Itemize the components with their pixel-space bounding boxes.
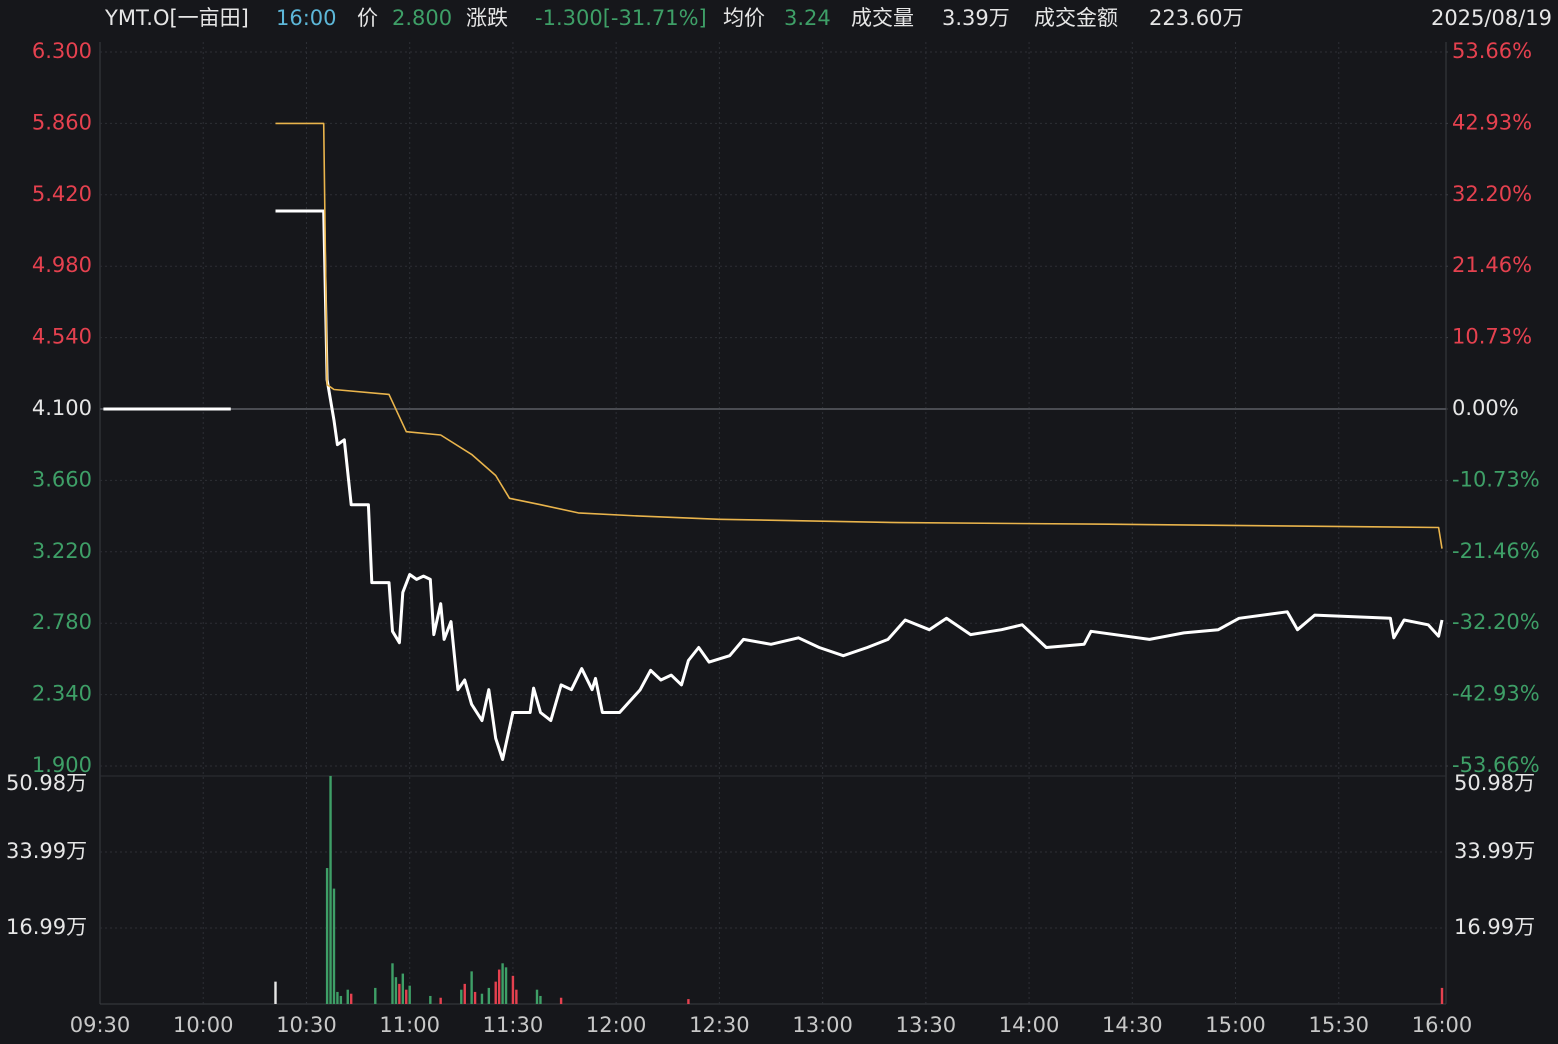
volume-bar bbox=[473, 991, 477, 1004]
y2-tick-label: -42.93% bbox=[1452, 682, 1540, 706]
y2-tick-label: 42.93% bbox=[1452, 110, 1532, 134]
volume-bar bbox=[539, 995, 542, 1004]
volume-bar bbox=[401, 973, 405, 1004]
header-item: 价 bbox=[357, 6, 378, 30]
volume-bar bbox=[463, 983, 466, 1004]
x-tick-label: 10:30 bbox=[276, 1013, 337, 1037]
volume-bar bbox=[559, 997, 563, 1004]
volume-bar bbox=[511, 975, 515, 1004]
volume-bar bbox=[398, 983, 401, 1004]
header-item: 成交量 bbox=[851, 6, 914, 30]
volume-tick-label: 33.99万 bbox=[6, 839, 87, 863]
y-tick-label: 5.420 bbox=[32, 182, 92, 206]
y2-tick-label: 32.20% bbox=[1452, 182, 1532, 206]
x-tick-label: 14:30 bbox=[1102, 1013, 1163, 1037]
date: 2025/08/19 bbox=[1431, 6, 1552, 30]
price-line bbox=[275, 122, 1443, 549]
volume-bar bbox=[1440, 987, 1444, 1004]
header-item: 成交金额 bbox=[1034, 6, 1118, 30]
volume-bar bbox=[429, 995, 432, 1004]
volume-bar bbox=[535, 989, 539, 1004]
x-tick-label: 12:30 bbox=[689, 1013, 750, 1037]
x-tick-label: 15:00 bbox=[1205, 1013, 1266, 1037]
volume-bar bbox=[470, 971, 473, 1004]
x-tick-label: 12:00 bbox=[586, 1013, 647, 1037]
y-tick-label: 2.780 bbox=[32, 610, 92, 634]
volume-bar bbox=[460, 989, 463, 1004]
x-tick-label: 11:00 bbox=[379, 1013, 440, 1037]
header-item: 223.60万 bbox=[1149, 6, 1243, 30]
volume-bar bbox=[439, 997, 442, 1004]
header-item: 涨跌 bbox=[466, 6, 508, 30]
header-item: 16:00 bbox=[276, 6, 337, 30]
x-tick-label: 09:30 bbox=[70, 1013, 131, 1037]
header-item: -1.300[-31.71%] bbox=[535, 6, 707, 30]
header-item: YMT.O[一亩田] bbox=[104, 6, 249, 30]
y-tick-label: 1.900 bbox=[32, 753, 92, 777]
volume-bar bbox=[332, 888, 336, 1004]
volume-tick-label: 50.98万 bbox=[6, 771, 87, 795]
volume-bar bbox=[391, 963, 394, 1004]
volume-bar bbox=[501, 963, 504, 1004]
header-item: 2.800 bbox=[392, 6, 452, 30]
volume-bar bbox=[504, 967, 508, 1004]
x-tick-label: 13:00 bbox=[792, 1013, 853, 1037]
y-tick-label: 4.100 bbox=[32, 396, 92, 420]
y2-tick-label: 53.66% bbox=[1452, 39, 1532, 63]
y-tick-label: 3.220 bbox=[32, 539, 92, 563]
header-item: 3.24 bbox=[784, 6, 831, 30]
y2-tick-label: -53.66% bbox=[1452, 753, 1540, 777]
volume-bar bbox=[325, 868, 329, 1004]
volume-bar bbox=[346, 989, 349, 1004]
header-item: 3.39万 bbox=[942, 6, 1010, 30]
y-tick-label: 5.860 bbox=[32, 110, 92, 134]
y2-tick-label: 21.46% bbox=[1452, 253, 1532, 277]
volume-bar bbox=[405, 989, 408, 1004]
volume-bar bbox=[349, 993, 353, 1004]
x-tick-label: 16:00 bbox=[1412, 1013, 1473, 1037]
x-tick-label: 15:30 bbox=[1309, 1013, 1370, 1037]
volume-tick-label: 50.98万 bbox=[1454, 771, 1535, 795]
header-item: 均价 bbox=[723, 6, 765, 30]
volume-bar bbox=[329, 775, 332, 1004]
volume-bar bbox=[494, 981, 497, 1004]
volume-tick-label: 16.99万 bbox=[1454, 915, 1535, 939]
price-line bbox=[103, 209, 1444, 761]
volume-bar bbox=[487, 987, 491, 1004]
volume-bar bbox=[374, 987, 377, 1004]
volume-bar bbox=[274, 981, 277, 1004]
y2-tick-label: -32.20% bbox=[1452, 610, 1540, 634]
x-tick-label: 14:00 bbox=[999, 1013, 1060, 1037]
volume-bar bbox=[687, 999, 690, 1004]
volume-bar bbox=[394, 977, 398, 1004]
volume-tick-label: 33.99万 bbox=[1454, 839, 1535, 863]
volume-bar bbox=[339, 995, 343, 1004]
x-tick-label: 10:00 bbox=[173, 1013, 234, 1037]
volume-bar bbox=[336, 991, 339, 1004]
volume-bar bbox=[515, 989, 518, 1004]
volume-bar bbox=[408, 985, 411, 1004]
y-tick-label: 3.660 bbox=[32, 467, 92, 491]
x-tick-label: 13:30 bbox=[896, 1013, 957, 1037]
y2-tick-label: 10.73% bbox=[1452, 325, 1532, 349]
y-tick-label: 4.980 bbox=[32, 253, 92, 277]
y-tick-label: 4.540 bbox=[32, 325, 92, 349]
x-tick-label: 11:30 bbox=[483, 1013, 544, 1037]
y2-tick-label: 0.00% bbox=[1452, 396, 1519, 420]
y-tick-label: 2.340 bbox=[32, 682, 92, 706]
y2-tick-label: -10.73% bbox=[1452, 467, 1540, 491]
volume-bar bbox=[497, 969, 501, 1004]
volume-tick-label: 16.99万 bbox=[6, 915, 87, 939]
volume-bar bbox=[480, 993, 484, 1004]
y2-tick-label: -21.46% bbox=[1452, 539, 1540, 563]
y-tick-label: 6.300 bbox=[32, 39, 92, 63]
